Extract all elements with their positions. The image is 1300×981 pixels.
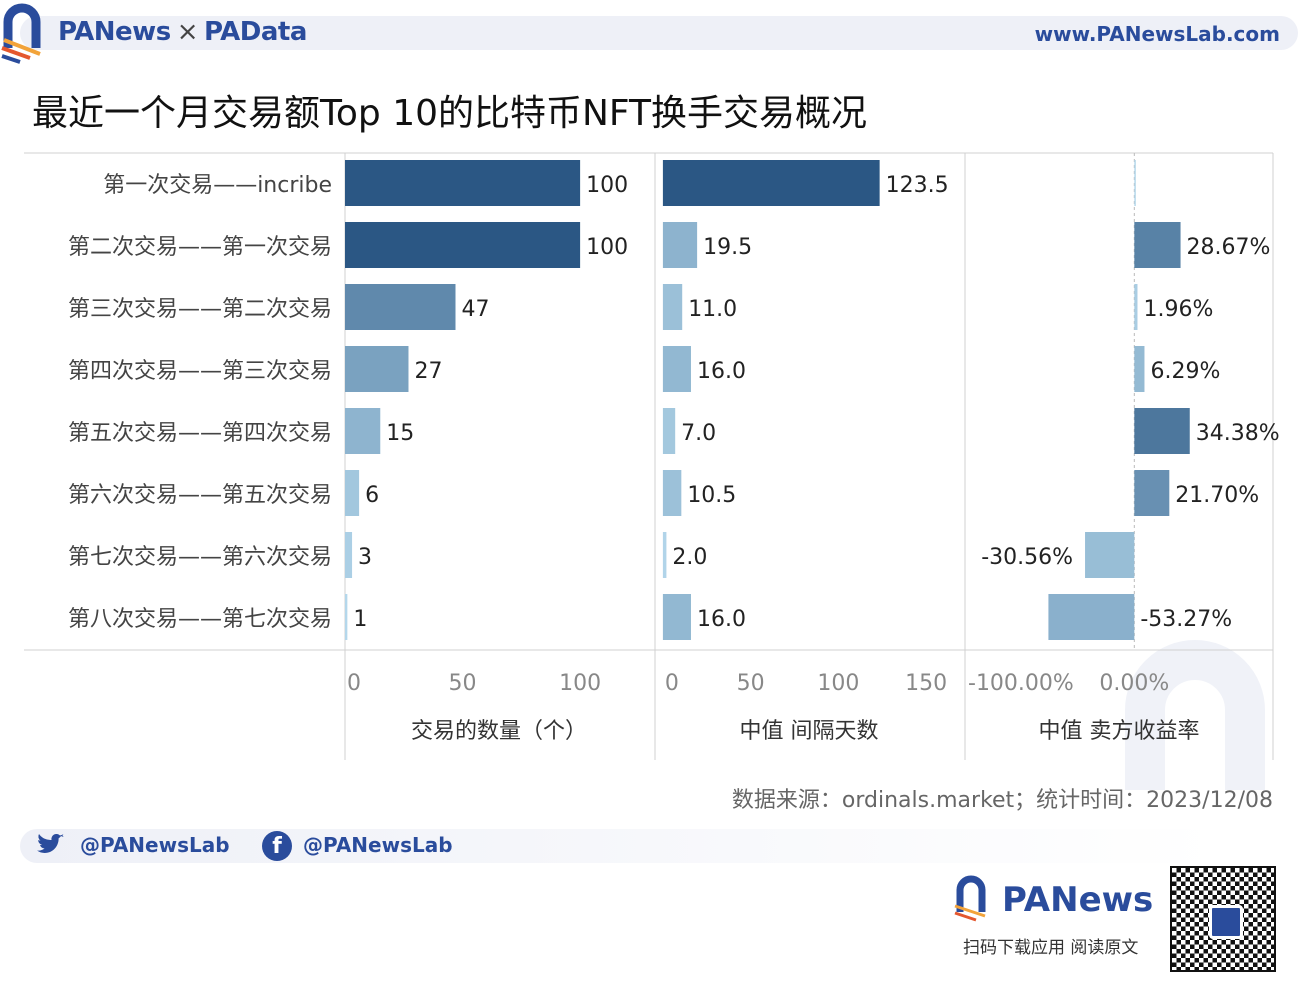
bar: [1134, 160, 1136, 206]
bar: [1134, 346, 1145, 392]
data-label: 34.38%: [1196, 421, 1280, 446]
bar: [1134, 470, 1170, 516]
data-label: 1: [353, 607, 367, 632]
qr-code[interactable]: [1170, 866, 1276, 972]
bar: [345, 346, 409, 392]
tick-label: 150: [905, 671, 947, 696]
social-bar: [20, 829, 1220, 863]
data-label: 6: [365, 483, 379, 508]
bar: [1134, 222, 1181, 268]
footer-caption: 扫码下载应用 阅读原文: [963, 938, 1139, 958]
bar: [1048, 594, 1135, 640]
bar: [345, 222, 581, 268]
data-label: 10.5: [687, 483, 736, 508]
bar: [345, 408, 381, 454]
category-label: 第六次交易——第五次交易: [68, 483, 332, 508]
chart-title: 最近一个月交易额Top 10的比特币NFT换手交易概况: [32, 93, 867, 134]
data-label: 16.0: [697, 359, 746, 384]
bar: [662, 594, 691, 640]
tick-label: 0: [347, 671, 361, 696]
bar: [662, 284, 683, 330]
data-label: 16.0: [697, 607, 746, 632]
tick-label: -100.00%: [968, 671, 1074, 696]
category-label: 第二次交易——第一次交易: [68, 235, 332, 260]
bar: [345, 284, 456, 330]
brand-padata: PAData: [203, 17, 307, 47]
axis-title: 中值 卖方收益率: [1039, 719, 1200, 744]
footer-logo-icon: [954, 875, 986, 922]
bar: [662, 532, 667, 578]
chart: 第一次交易——incribe 第二次交易——第一次交易第三次交易——第二次交易第四…: [24, 152, 1280, 760]
data-label: 28.67%: [1187, 235, 1271, 260]
tick-label: 50: [737, 671, 765, 696]
bar: [345, 160, 581, 206]
bar: [662, 222, 698, 268]
brand-title: PANews × PAData: [58, 17, 307, 47]
data-label: 1.96%: [1143, 297, 1213, 322]
data-label: 19.5: [703, 235, 752, 260]
data-label: 15: [386, 421, 414, 446]
facebook-handle[interactable]: @PANewsLab: [303, 833, 453, 857]
data-label: 100: [586, 173, 628, 198]
data-label: 6.29%: [1150, 359, 1220, 384]
axis-title: 中值 间隔天数: [740, 719, 879, 744]
bar: [662, 160, 880, 206]
bar: [1134, 408, 1190, 454]
data-label: 47: [462, 297, 490, 322]
category-label: 第五次交易——第四次交易: [68, 421, 332, 446]
data-label: -53.27%: [1140, 607, 1232, 632]
footer-logo-text: PANews: [1002, 880, 1154, 920]
bar: [1134, 284, 1138, 330]
category-label: 第四次交易——第三次交易: [68, 359, 332, 384]
bar: [345, 594, 348, 640]
tick-label: 0: [665, 671, 679, 696]
category-label: 第一次交易——incribe: [103, 173, 332, 198]
data-label: -30.56%: [981, 545, 1073, 570]
brand-separator: ×: [176, 17, 199, 47]
bar: [345, 470, 360, 516]
bar: [662, 470, 682, 516]
data-label: 21.70%: [1175, 483, 1259, 508]
bar: [662, 408, 676, 454]
tick-label: 100: [817, 671, 859, 696]
tick-label: 0.00%: [1099, 671, 1169, 696]
bar: [1085, 532, 1135, 578]
data-label: 7.0: [681, 421, 716, 446]
data-label: 11.0: [688, 297, 737, 322]
category-label: 第三次交易——第二次交易: [68, 297, 332, 322]
axis-title: 交易的数量（个）: [411, 719, 587, 744]
source-note: 数据来源：ordinals.market；统计时间：2023/12/08: [731, 788, 1273, 813]
twitter-handle[interactable]: @PANewsLab: [80, 833, 230, 857]
header-bar: [20, 16, 1298, 50]
tick-label: 100: [559, 671, 601, 696]
facebook-icon[interactable]: f: [262, 831, 292, 861]
data-label: 27: [414, 359, 442, 384]
bar: [345, 532, 353, 578]
data-label: 100: [586, 235, 628, 260]
panews-logo-icon: [1, 3, 41, 64]
twitter-icon[interactable]: [36, 832, 66, 858]
data-label: 123.5: [886, 173, 949, 198]
data-label: 2.0: [672, 545, 707, 570]
data-label: 3: [358, 545, 372, 570]
brand-panews: PANews: [58, 17, 171, 47]
bar: [662, 346, 691, 392]
category-label: 第八次交易——第七次交易: [68, 607, 332, 632]
tick-label: 50: [449, 671, 477, 696]
website-link[interactable]: www.PANewsLab.com: [1034, 22, 1280, 46]
qr-logo-icon: [1209, 905, 1243, 939]
category-label: 第七次交易——第六次交易: [68, 545, 332, 570]
